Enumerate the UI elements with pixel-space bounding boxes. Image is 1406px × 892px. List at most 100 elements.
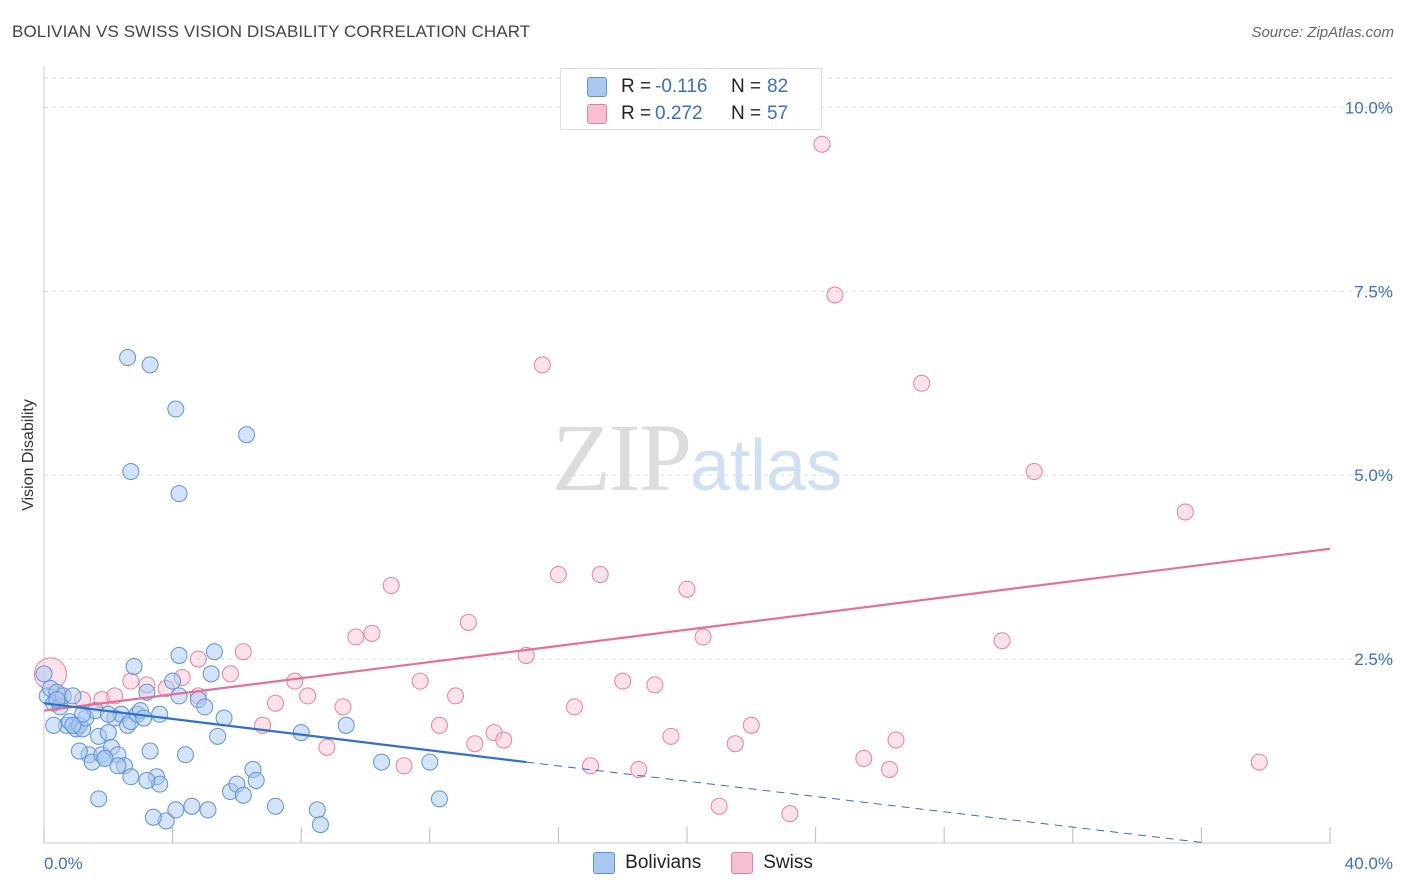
source-credit: Source: ZipAtlas.com <box>1251 24 1394 41</box>
trend-lines <box>43 547 1331 843</box>
swiss-point <box>855 749 873 767</box>
bolivian-point <box>238 426 256 444</box>
y-tick-label: 2.5% <box>1354 650 1393 669</box>
bolivian-point <box>99 705 117 723</box>
swiss-point <box>395 757 413 775</box>
bolivian-point <box>122 463 140 481</box>
swiss-point <box>630 760 648 778</box>
bolivian-point <box>170 485 188 503</box>
swiss-point <box>582 757 600 775</box>
legend-item-swiss: Swiss <box>731 852 813 874</box>
swiss-point <box>781 805 799 823</box>
legend-item-bolivians: Bolivians <box>593 852 701 874</box>
bolivian-point <box>247 771 265 789</box>
swiss-point <box>411 672 429 690</box>
swiss-point <box>221 665 239 683</box>
bolivian-point <box>176 746 194 764</box>
bolivians-swatch <box>587 77 607 97</box>
r-label: R = <box>621 103 652 124</box>
swiss-point <box>382 577 400 595</box>
bolivian-point <box>151 705 169 723</box>
bolivian-trend-extension <box>526 761 1202 843</box>
swiss-point <box>565 698 583 716</box>
chart-title: BOLIVIAN VS SWISS VISION DISABILITY CORR… <box>12 22 531 41</box>
swiss-point <box>726 735 744 753</box>
swiss-point <box>881 760 899 778</box>
x-tick-label: 0.0% <box>44 854 83 873</box>
bolivian-point <box>90 790 108 808</box>
swiss-point <box>122 672 140 690</box>
y-tick-label: 10.0% <box>1345 98 1393 117</box>
swiss-point <box>533 356 551 374</box>
series-legend: Bolivians Swiss <box>0 852 1406 874</box>
swiss-point <box>1025 463 1043 481</box>
bolivian-point <box>209 727 227 745</box>
bolivian-point <box>70 742 88 760</box>
swiss-point <box>299 687 317 705</box>
swiss-point <box>363 624 381 642</box>
bolivian-point <box>99 724 117 742</box>
swiss-point <box>813 135 831 153</box>
r-label: R = <box>621 76 652 97</box>
bolivian-point <box>144 808 162 826</box>
swiss-point <box>826 286 844 304</box>
swiss-point <box>189 650 207 668</box>
bolivian-point <box>234 786 252 804</box>
bolivians-swatch <box>593 852 616 874</box>
bolivian-point <box>421 753 439 771</box>
swiss-point <box>318 738 336 756</box>
axes <box>43 66 1331 844</box>
grid-lines <box>44 77 1395 660</box>
r-value: -0.116 <box>655 76 708 97</box>
bolivian-point <box>430 790 448 808</box>
bolivian-point <box>167 801 185 819</box>
bolivian-point <box>205 643 223 661</box>
bolivian-point <box>141 356 159 374</box>
bolivian-point <box>311 816 329 834</box>
bolivian-point <box>138 771 156 789</box>
legend-row-bolivians: R = -0.116 N = 82 <box>587 75 788 99</box>
bolivian-point <box>199 801 217 819</box>
swiss-point <box>466 735 484 753</box>
bolivian-point <box>164 672 182 690</box>
bolivian-point <box>135 709 153 727</box>
bolivian-point <box>64 716 82 734</box>
bolivian-point <box>119 349 137 367</box>
swiss-point <box>662 727 680 745</box>
legend-label-swiss: Swiss <box>763 852 813 873</box>
y-tick-label: 7.5% <box>1354 282 1393 301</box>
bolivian-point <box>109 757 127 775</box>
swiss-trend-line <box>43 547 1331 712</box>
bolivian-point <box>96 749 114 767</box>
swiss-point <box>286 672 304 690</box>
swiss-point <box>1250 753 1268 771</box>
swiss-point <box>1176 503 1194 521</box>
bolivian-point <box>266 797 284 815</box>
legend-label-bolivians: Bolivians <box>625 852 702 873</box>
swiss-point <box>459 613 477 631</box>
swiss-point <box>549 566 567 584</box>
bolivian-point <box>202 665 220 683</box>
bolivian-trend-line <box>43 702 527 764</box>
bolivian-point <box>122 768 140 786</box>
bolivian-point <box>167 400 185 418</box>
swiss-point <box>742 716 760 734</box>
n-label: N = <box>731 103 762 124</box>
n-value: 82 <box>767 76 789 97</box>
swiss-swatch <box>731 852 754 874</box>
swiss-point <box>495 731 513 749</box>
swiss-point <box>993 632 1011 650</box>
bolivian-point <box>170 646 188 664</box>
swiss-point <box>447 687 465 705</box>
swiss-point <box>334 698 352 716</box>
bolivian-point <box>141 742 159 760</box>
bolivian-point <box>183 797 201 815</box>
bolivian-points <box>35 349 448 834</box>
swiss-point <box>913 374 931 392</box>
swiss-point <box>430 716 448 734</box>
swiss-point <box>710 797 728 815</box>
r-value: 0.272 <box>655 103 703 124</box>
n-label: N = <box>731 76 762 97</box>
bolivian-point <box>373 753 391 771</box>
